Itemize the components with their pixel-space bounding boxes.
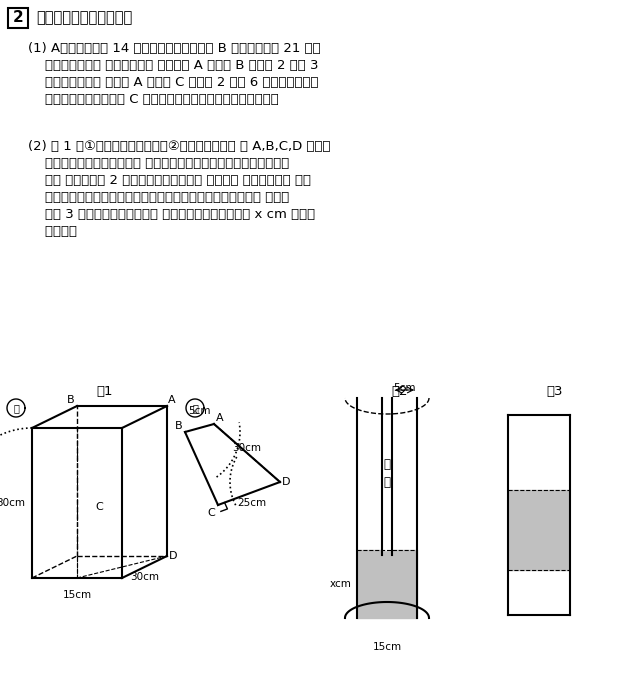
Text: 空
気: 空 気 [384, 459, 391, 489]
Text: 仕上がります． この仕事を， はじめに A さんと B さんの 2 人で 3: 仕上がります． この仕事を， はじめに A さんと B さんの 2 人で 3 [28, 59, 318, 72]
Text: うど仕上がりました． C さん１人では何日で仕上がりますか．: うど仕上がりました． C さん１人では何日で仕上がりますか． [28, 93, 279, 106]
Text: (2) 図 1 の①の直方体の容器に，②の仕切り板を， 点 A,B,C,D が一致: (2) 図 1 の①の直方体の容器に，②の仕切り板を， 点 A,B,C,D が一… [28, 140, 331, 153]
Text: 30cm: 30cm [130, 572, 159, 582]
Text: C: C [207, 508, 215, 518]
Text: 2: 2 [12, 10, 23, 26]
Text: イ: イ [192, 403, 198, 413]
Text: A: A [216, 413, 223, 423]
Text: xcm: xcm [330, 579, 352, 589]
Text: 5cm: 5cm [393, 383, 416, 393]
Text: 15cm: 15cm [62, 590, 91, 600]
Text: B: B [175, 421, 183, 431]
Text: B: B [67, 395, 75, 405]
Text: 図3: 図3 [547, 385, 563, 398]
Text: ろ， 断面図は図 2 のようになりました． その後， この容器を， 入っ: ろ， 断面図は図 2 のようになりました． その後， この容器を， 入っ [28, 174, 311, 187]
Text: 5cm: 5cm [188, 406, 210, 416]
Text: 図2: 図2 [392, 385, 408, 398]
Text: 25cm: 25cm [238, 498, 267, 508]
Text: は図 3 のようになりました． はじめに入れた水の高さ x cm を求め: は図 3 のようになりました． はじめに入れた水の高さ x cm を求め [28, 208, 315, 221]
Text: 30cm: 30cm [0, 498, 25, 508]
Text: 次の問いに答えなさい．: 次の問いに答えなさい． [36, 10, 132, 26]
Text: A: A [168, 395, 176, 405]
Text: ア: ア [13, 403, 19, 413]
Text: C: C [95, 502, 103, 512]
Text: 15cm: 15cm [373, 642, 402, 652]
Text: するように取り付けます． この容器のある高さまで水を入れたとこ: するように取り付けます． この容器のある高さまで水を入れたとこ [28, 157, 289, 170]
Text: D: D [282, 477, 291, 487]
Text: D: D [169, 551, 178, 561]
Text: 日働いたあと， 残りを A さんと C さんの 2 人で 6 日働いたらちょ: 日働いたあと， 残りを A さんと C さんの 2 人で 6 日働いたらちょ [28, 76, 318, 89]
Text: ている水がこぼれないように上手にひっくり返したところ， 断面図: ている水がこぼれないように上手にひっくり返したところ， 断面図 [28, 191, 289, 204]
Bar [8, 8, 28, 28]
Text: 図1: 図1 [97, 385, 114, 398]
Text: なさい．: なさい． [28, 225, 77, 238]
Text: 30cm: 30cm [232, 443, 261, 453]
Text: (1) Aさん１人だと 14 日で仕上がる仕事を， B さん１人だと 21 日で: (1) Aさん１人だと 14 日で仕上がる仕事を， B さん１人だと 21 日で [28, 42, 321, 55]
